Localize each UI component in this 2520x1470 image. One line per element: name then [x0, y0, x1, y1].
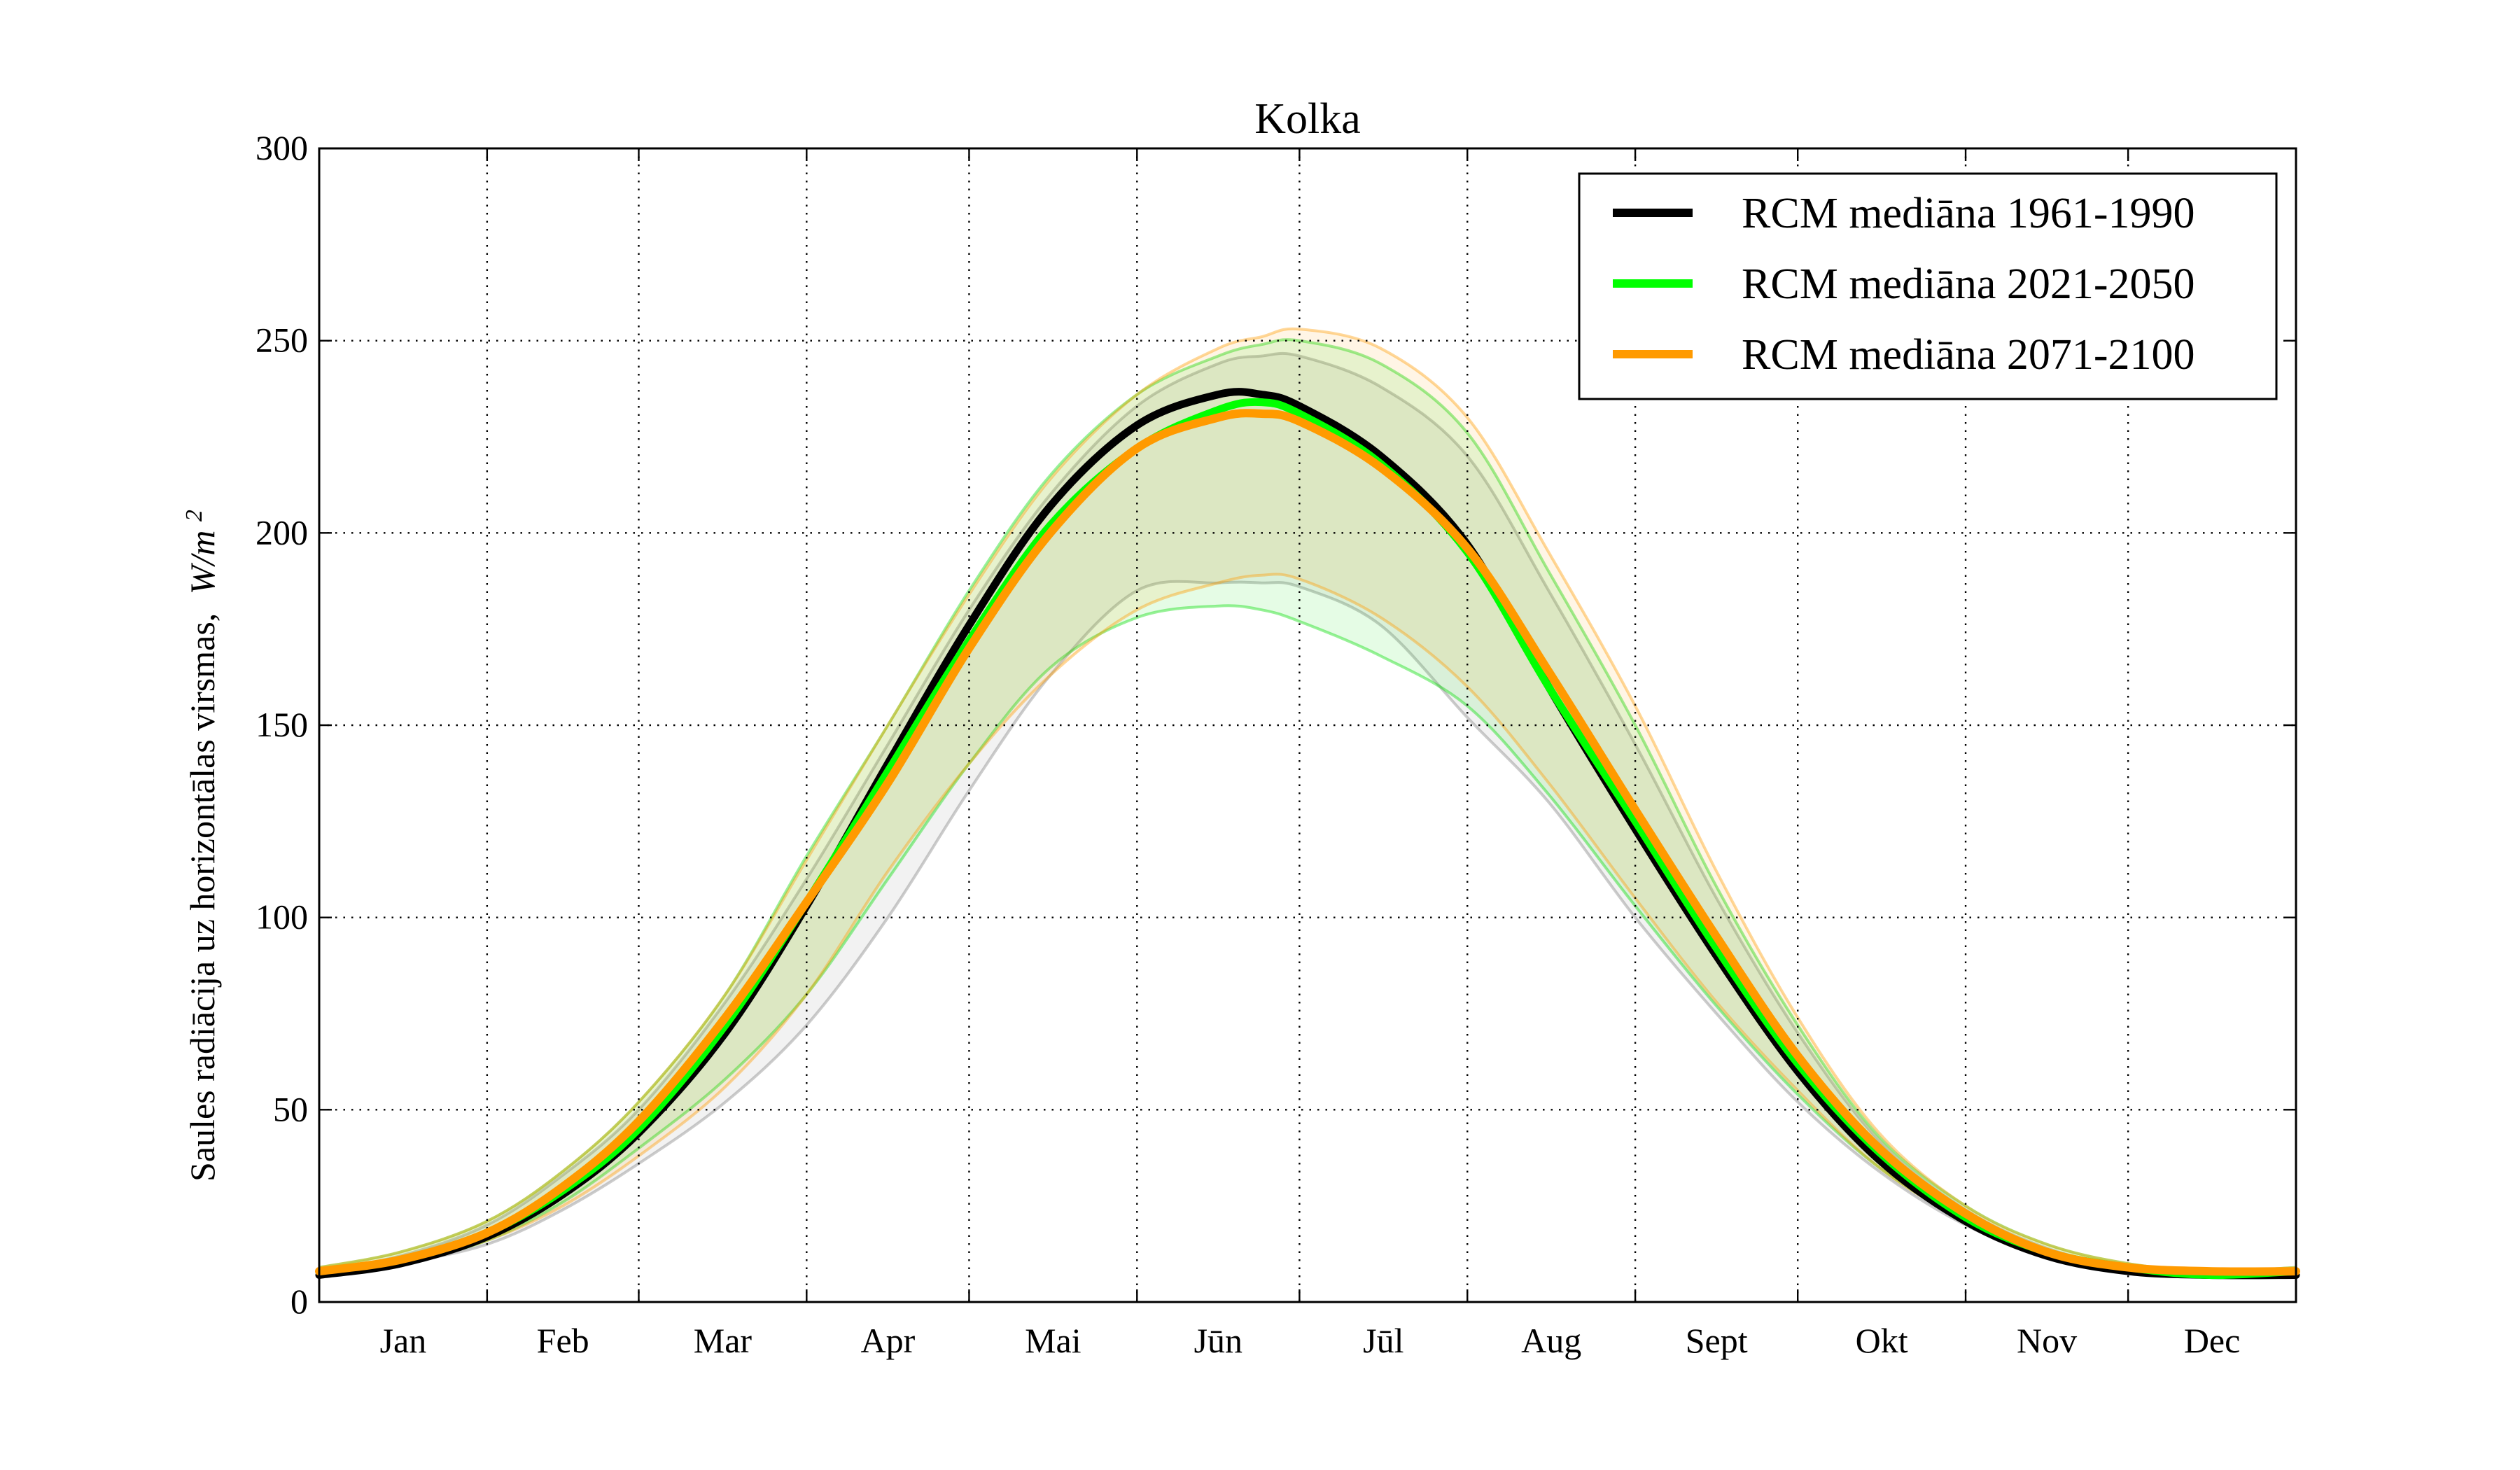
chart-title: Kolka [1254, 95, 1361, 143]
envelope-upper-line-2 [318, 338, 2297, 1273]
x-tick-label: Nov [2017, 1321, 2077, 1360]
envelope-band-1 [319, 353, 2296, 1275]
envelope-band-3 [319, 328, 2296, 1275]
x-tick-label: Jūl [1363, 1321, 1404, 1360]
y-tick-label: 300 [255, 128, 308, 167]
y-tick-label: 250 [255, 321, 308, 360]
y-tick-label: 50 [273, 1089, 308, 1128]
envelope-band-2 [319, 340, 2296, 1275]
x-tick-label: Feb [537, 1321, 589, 1360]
x-tick-label: Dec [2184, 1321, 2241, 1360]
plot-area: 0 50 100 150 200 250 300 Jan Feb Mar Apr Mai Jūn Jūl A… [255, 128, 2300, 1360]
x-tick-label: Mai [1025, 1321, 1082, 1360]
y-tick-label: 150 [255, 705, 308, 744]
legend-label-1: RCM mediāna 1961-1990 [1742, 190, 2195, 237]
x-tick-label: Aug [1521, 1321, 1581, 1360]
legend-label-3: RCM mediāna 2071-2100 [1742, 331, 2195, 379]
x-tick-label: Mar [694, 1321, 752, 1360]
legend-label-2: RCM mediāna 2021-2050 [1742, 260, 2195, 308]
y-axis-label-text: Saules radiācija uz horizontālas virsmas… [183, 613, 222, 1182]
legend-box [1578, 172, 2278, 400]
y-tick-label: 100 [255, 897, 308, 937]
y-axis-label-unit: W/m [183, 531, 222, 595]
x-tick-label: Jan [380, 1321, 427, 1360]
x-tick-label: Sept [1686, 1321, 1748, 1360]
x-tick-label: Apr [861, 1321, 916, 1360]
x-tick-label: Jūn [1194, 1321, 1242, 1360]
legend: RCM mediāna 1961-1990 RCM mediāna 2021-20… [1578, 172, 2278, 400]
y-axis-label: Saules radiācija uz horizontālas virsmas… [181, 510, 223, 1182]
y-tick-label: 0 [290, 1282, 308, 1321]
envelope-lower-line-1 [318, 580, 2297, 1277]
series-line-3 [315, 409, 2300, 1276]
y-tick-label: 200 [255, 512, 308, 552]
envelope-upper-line-3 [318, 327, 2297, 1273]
x-tick-label: Okt [1856, 1321, 1908, 1360]
y-axis-label-unit-exponent: 2 [181, 510, 207, 522]
